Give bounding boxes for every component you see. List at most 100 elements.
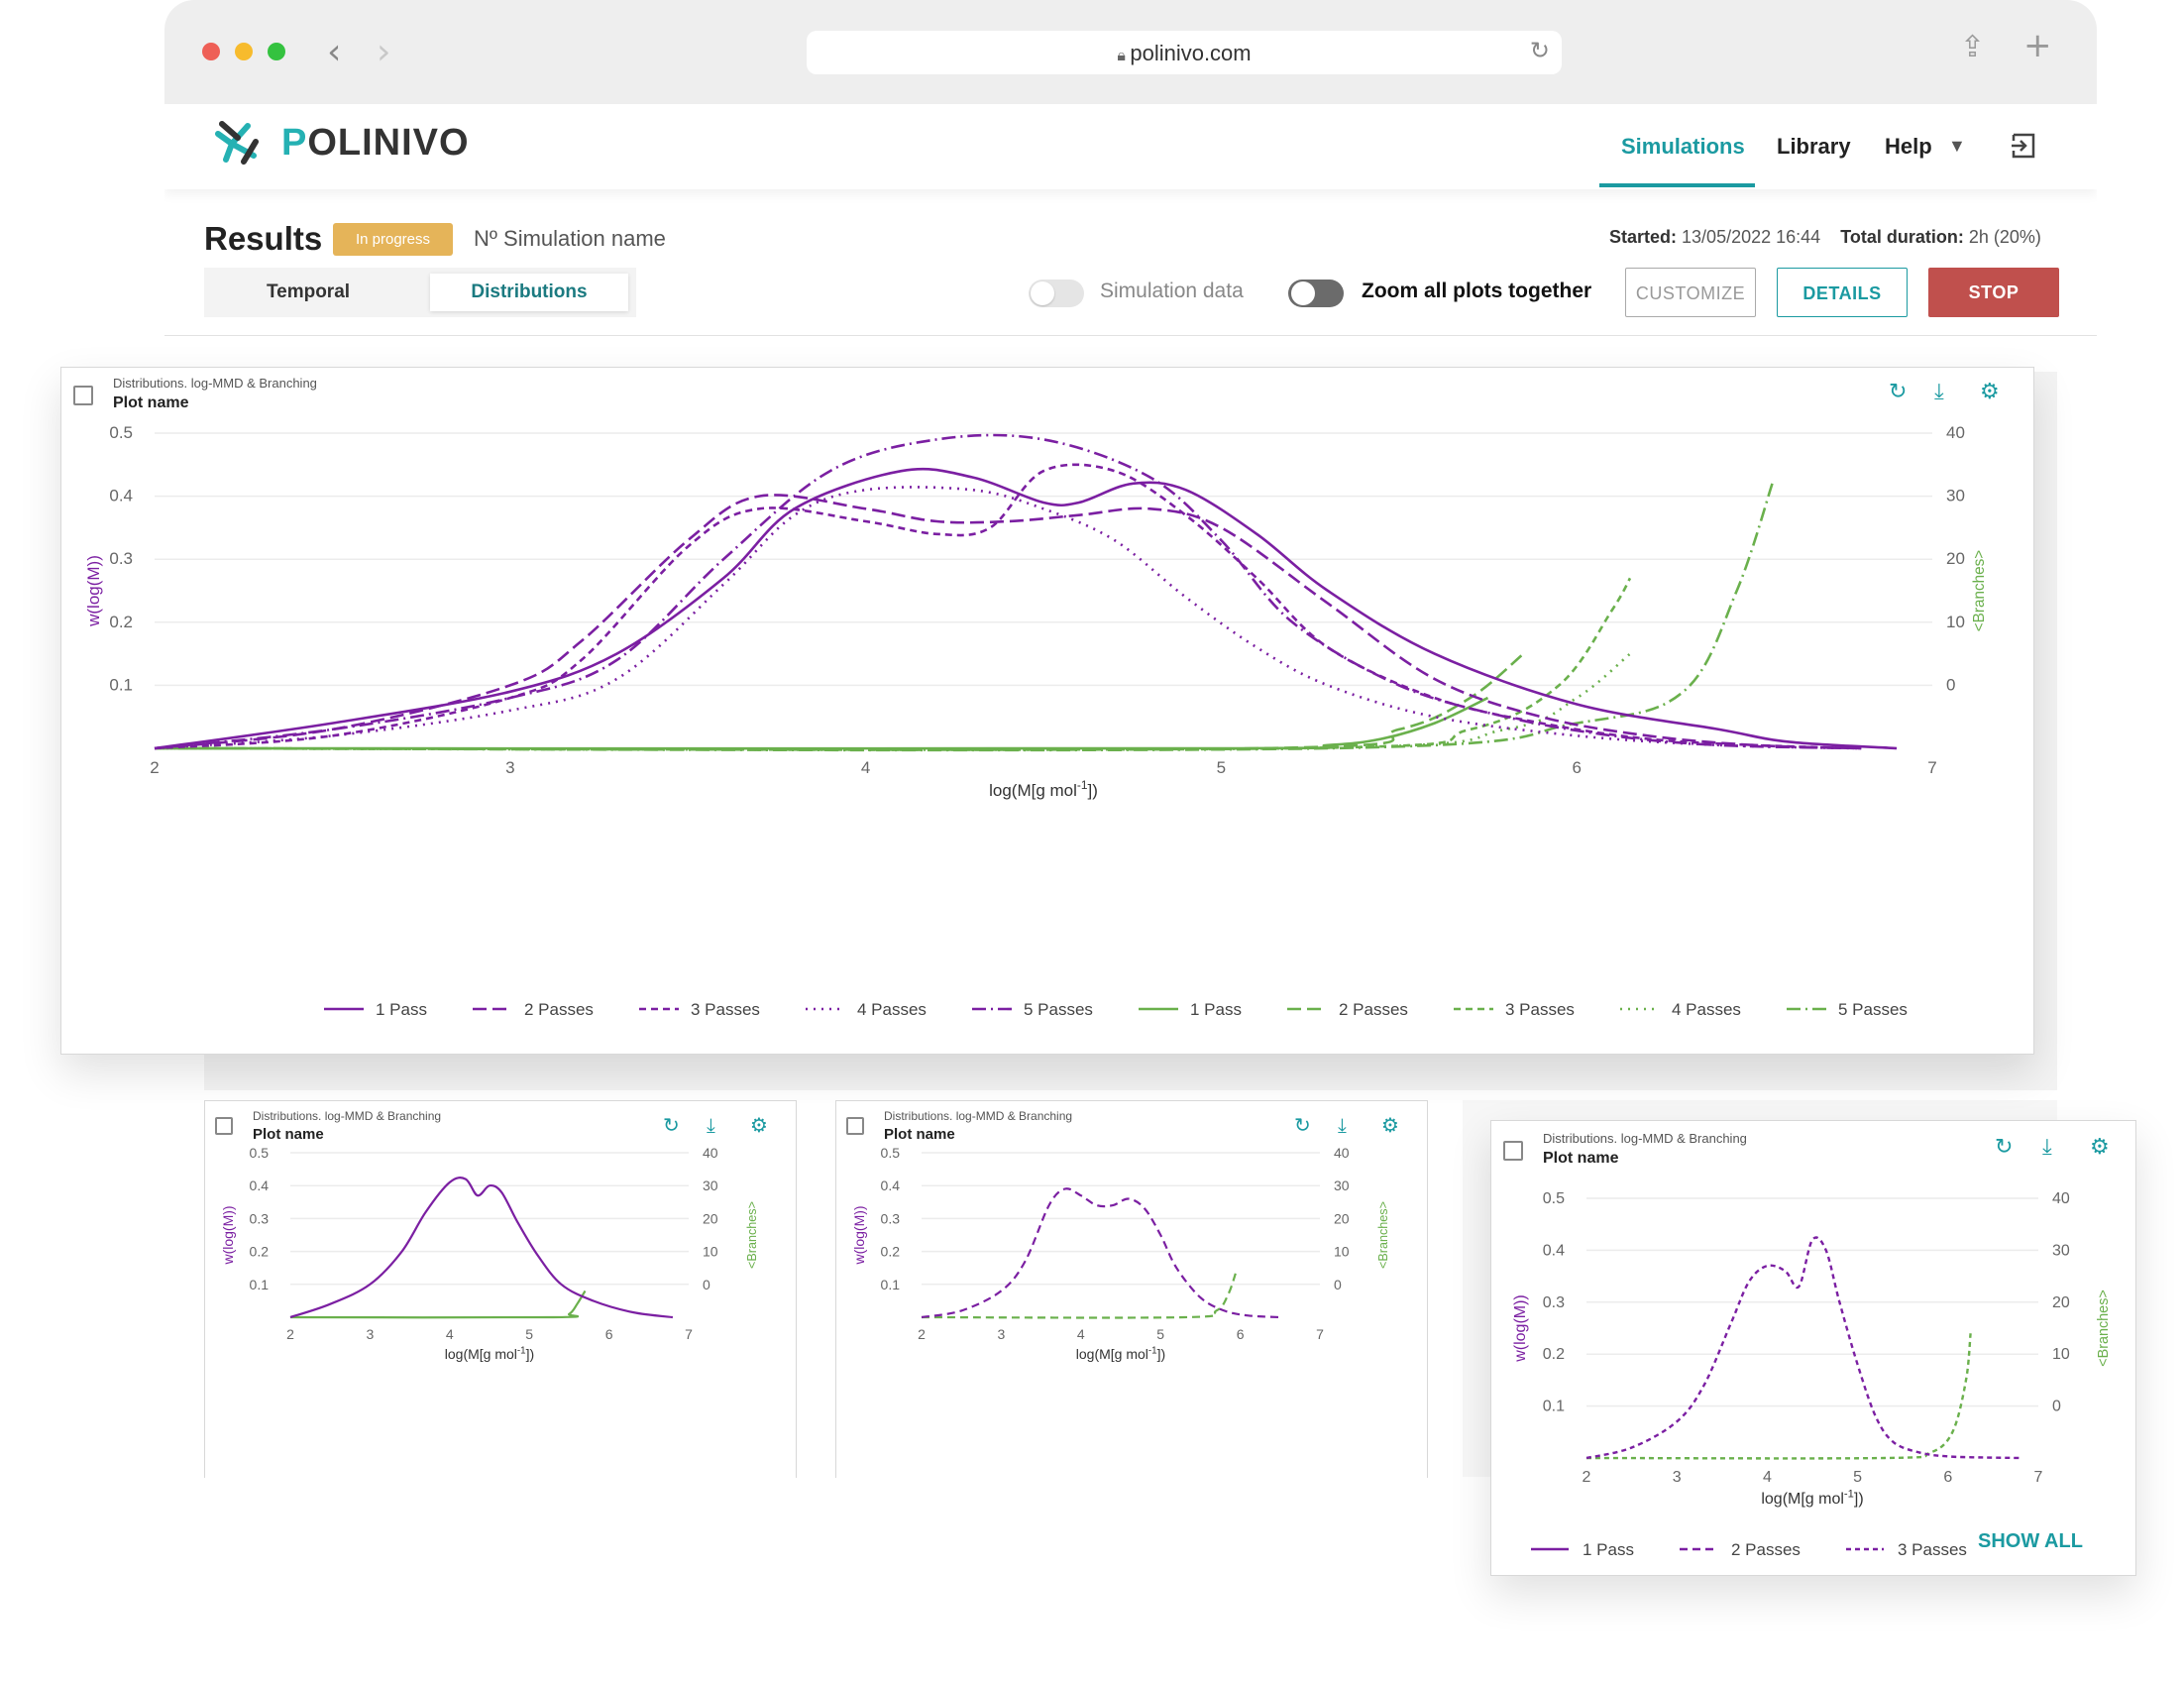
legend-label: 3 Passes [1505,1000,1575,1019]
simulation-data-toggle[interactable] [1029,280,1084,307]
customize-button[interactable]: CUSTOMIZE [1625,268,1756,317]
y-tick-label: 0.5 [881,1145,901,1161]
legend-label: 1 Pass [376,1000,427,1019]
maximize-window-button[interactable] [268,43,285,60]
stop-button[interactable]: STOP [1928,268,2059,317]
download-icon[interactable]: ⤓ [707,1113,715,1137]
x-tick-label: 6 [1572,758,1581,777]
y2-tick-label: 10 [703,1244,718,1260]
brand-name[interactable]: POLINIVO [281,122,470,164]
details-button[interactable]: DETAILS [1777,268,1908,317]
y2-tick-label: 10 [1946,613,1965,631]
results-tabs: Temporal Distributions [204,268,636,317]
plot-subtitle: Distributions. log-MMD & Branching [253,1109,442,1123]
y-tick-label: 0.4 [250,1178,270,1193]
y-tick-label: 0.1 [1543,1399,1565,1415]
x-tick-label: 6 [1237,1326,1245,1342]
x-tick-label: 5 [1217,758,1226,777]
exit-icon[interactable] [2010,131,2039,161]
x-tick-label: 7 [2034,1469,2043,1486]
branches-series-1-pass [289,1290,587,1319]
chart-2[interactable]: 0.1 0.2 0.3 0.4 0.5 0 10 20 30 40 2 3 4 5 6 7 log(M[g mo… [836,1101,1427,1478]
plot-card-icon[interactable] [215,1117,233,1135]
download-icon[interactable]: ⤓ [2042,1135,2052,1160]
status-badge: In progress [333,223,453,256]
branches-series-1-pass [154,696,1489,750]
mmd-series-1-pass [154,467,1898,750]
download-icon[interactable]: ⤓ [1338,1113,1347,1137]
settings-gear-icon[interactable]: ⚙ [1980,380,2000,404]
plot-name: Plot name [253,1126,324,1143]
mmd-series-2-passes [921,1187,1280,1319]
chart-1[interactable]: 0.1 0.2 0.3 0.4 0.5 0 10 20 30 40 2 3 4 5 6 7 log(M[g mo… [205,1101,796,1478]
x-axis-label: log(M[g mol-1]) [1076,1345,1165,1362]
mmd-series-3-passes [154,463,1862,750]
minimize-window-button[interactable] [235,43,253,60]
nav-active-indicator [1599,183,1755,187]
y-axis-label: w(log(M)) [851,1205,867,1265]
nav-simulations[interactable]: Simulations [1621,134,1745,159]
polinivo-logo-icon[interactable] [208,116,268,175]
x-tick-label: 4 [1763,1469,1772,1486]
settings-gear-icon[interactable]: ⚙ [1381,1113,1399,1137]
x-tick-label: 3 [998,1326,1006,1342]
plot-card-icon[interactable] [846,1117,864,1135]
mmd-series-1-pass [289,1177,674,1319]
branches-series-2-passes [154,652,1525,751]
y2-tick-label: 40 [1334,1145,1350,1161]
y2-tick-label: 0 [703,1277,710,1292]
y2-tick-label: 40 [1946,423,1965,442]
zoom-together-label: Zoom all plots together [1362,280,1592,302]
nav-library[interactable]: Library [1777,134,1851,159]
x-tick-label: 7 [1316,1326,1324,1342]
zoom-together-toggle[interactable] [1288,280,1344,307]
mmd-series-5-passes [154,433,1862,750]
nav-help[interactable]: Help [1885,134,1932,159]
main-chart[interactable]: 0.1 0.2 0.3 0.4 0.5 0 10 20 30 40 2 3 4 5 6 7 log(M[g mo… [61,368,2033,1054]
share-icon[interactable]: ⇪ [1960,30,1986,64]
branches-series-5-passes [154,483,1774,752]
forward-arrow-icon[interactable]: › [377,32,391,72]
download-icon[interactable]: ⤓ [1934,380,1944,404]
tab-temporal[interactable]: Temporal [266,281,351,302]
y2-tick-label: 30 [1946,487,1965,505]
x-tick-label: 5 [525,1326,533,1342]
y2-axis-label: <Branches> [2096,1290,2112,1367]
main-plot-card: Distributions. log-MMD & Branching Plot … [60,367,2034,1055]
reload-icon[interactable]: ↻ [1529,37,1550,64]
x-tick-label: 2 [150,758,159,777]
show-all-button[interactable]: SHOW ALL [1978,1530,2083,1552]
plot-card-1: Distributions. log-MMD & Branching Plot … [204,1100,797,1478]
close-window-button[interactable] [202,43,220,60]
address-bar[interactable]: 🔒︎ polinivo.com ↻ [807,31,1562,74]
lock-icon: 🔒︎ [1117,48,1131,64]
x-axis-label: log(M[g mol-1]) [1761,1489,1863,1508]
x-tick-label: 3 [1673,1469,1682,1486]
x-tick-label: 6 [605,1326,613,1342]
legend-label: 2 Passes [524,1000,594,1019]
x-axis-label: log(M[g mol-1]) [989,778,1098,800]
new-tab-icon[interactable]: + [2023,26,2052,65]
chart-3[interactable]: 0.1 0.2 0.3 0.4 0.5 0 10 20 30 40 2 3 4 5 6 7 log(M[g mo… [1491,1121,2135,1575]
settings-gear-icon[interactable]: ⚙ [2090,1135,2110,1160]
y-tick-label: 0.2 [881,1244,901,1260]
y-tick-label: 0.1 [881,1277,901,1292]
tab-distributions[interactable]: Distributions [430,274,628,311]
y2-axis-label: <Branches> [1971,550,1988,632]
legend-label: 5 Passes [1024,1000,1093,1019]
x-tick-label: 6 [1943,1469,1952,1486]
refresh-icon[interactable]: ↻ [1995,1135,2014,1160]
settings-gear-icon[interactable]: ⚙ [750,1113,768,1137]
divider [164,335,2097,336]
plot-card-icon[interactable] [1503,1141,1523,1161]
back-arrow-icon[interactable]: ‹ [327,32,342,72]
plot-name: Plot name [884,1126,955,1143]
help-chevron-down-icon[interactable]: ▼ [1948,136,1966,156]
url-text: 🔒︎ polinivo.com [1117,41,1252,65]
refresh-icon[interactable]: ↻ [1889,380,1908,404]
refresh-icon[interactable]: ↻ [1294,1113,1311,1137]
y-tick-label: 0.2 [109,613,133,631]
refresh-icon[interactable]: ↻ [663,1113,680,1137]
y-tick-label: 0.4 [1543,1242,1565,1259]
plot-card-icon[interactable] [73,386,93,405]
